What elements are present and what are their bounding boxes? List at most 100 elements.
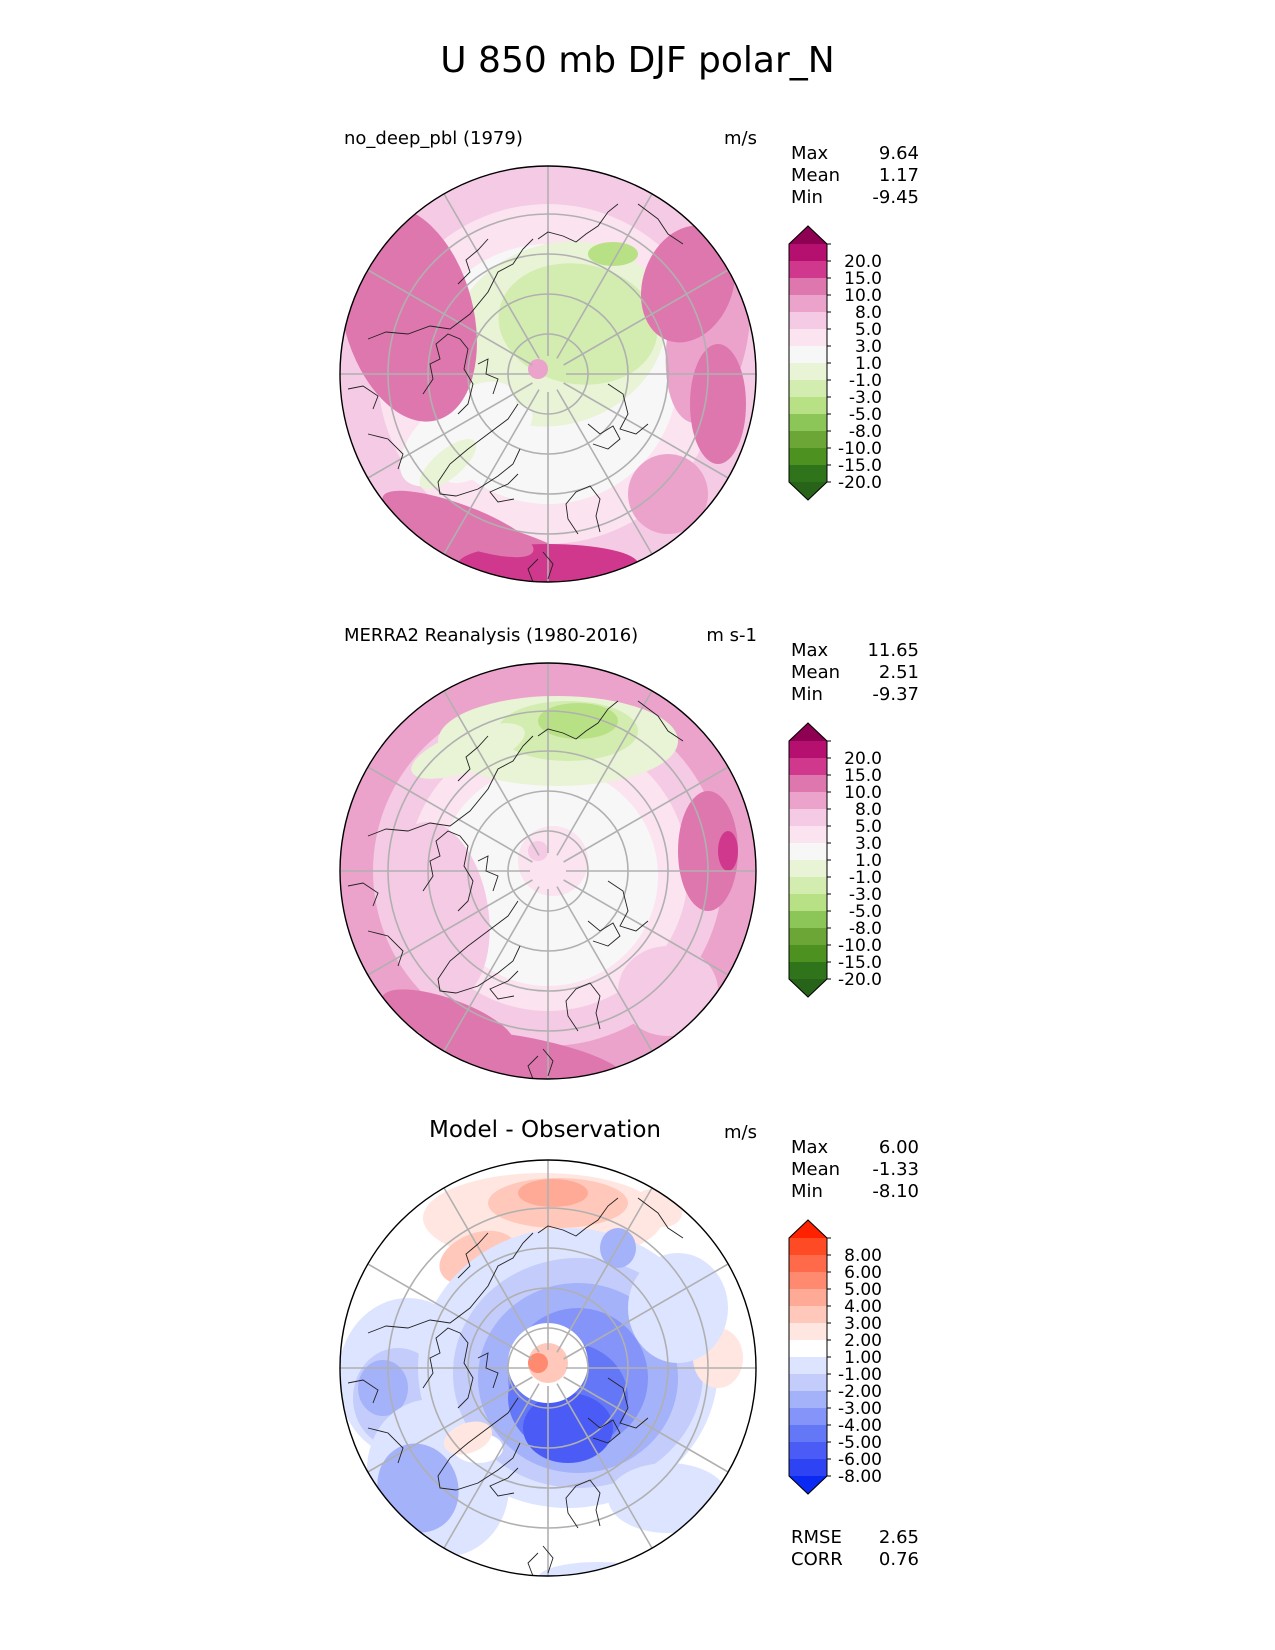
meridian-line bbox=[367, 269, 533, 366]
stat-min-label: Min bbox=[791, 187, 823, 208]
colorbar: 20.015.010.08.05.03.01.0-1.0-3.0-5.0-8.0… bbox=[788, 225, 882, 501]
meridian-line bbox=[443, 690, 540, 856]
colorbar-band bbox=[789, 775, 827, 792]
coastline bbox=[637, 203, 684, 245]
coastline bbox=[347, 1379, 379, 1404]
field-patch bbox=[381, 989, 515, 1053]
colorbar-band bbox=[789, 1374, 827, 1391]
colorbar-body bbox=[789, 723, 827, 997]
colorbar-tick-label: -10.0 bbox=[838, 439, 882, 459]
stats-box: Max 9.64 Mean 1.17 Min -9.45 bbox=[791, 143, 919, 209]
colorbar-tick-label: 3.0 bbox=[855, 834, 882, 854]
coastline bbox=[422, 333, 474, 415]
coastline bbox=[367, 1427, 404, 1464]
colorbar-band bbox=[789, 1238, 827, 1255]
colorbar-tick-label: -5.0 bbox=[849, 405, 882, 425]
coastline bbox=[347, 385, 379, 410]
colorbar-tick-label: 5.0 bbox=[855, 320, 882, 340]
coastline bbox=[565, 485, 601, 535]
map-boundary bbox=[339, 662, 757, 1080]
colorbar-band bbox=[789, 1289, 827, 1306]
meridian-line bbox=[563, 1376, 729, 1473]
meridian-line bbox=[367, 382, 533, 479]
panel-units: m/s bbox=[724, 1122, 757, 1143]
field-patch bbox=[618, 946, 718, 1036]
stat-max-value: 9.64 bbox=[878, 143, 919, 164]
field-patch bbox=[518, 1179, 588, 1207]
field-patch bbox=[377, 1443, 459, 1533]
colorbar-tick-label: 4.00 bbox=[844, 1297, 882, 1317]
colorbar-tick-label: -8.0 bbox=[849, 919, 882, 939]
colorbar-tick-label: 8.0 bbox=[855, 303, 882, 323]
colorbar-tick-label: 1.0 bbox=[855, 354, 882, 374]
colorbar-tick-label: -20.0 bbox=[838, 473, 882, 493]
field-layer bbox=[340, 166, 756, 582]
colorbar-band bbox=[789, 1272, 827, 1289]
stat-mean-label: Mean bbox=[791, 662, 841, 683]
coastline bbox=[637, 1197, 684, 1239]
colorbar-band bbox=[789, 1425, 827, 1442]
field-patch bbox=[628, 1253, 728, 1363]
colorbar-band bbox=[789, 448, 827, 465]
coastline bbox=[565, 1479, 601, 1529]
field-patch bbox=[690, 344, 746, 464]
field-patch bbox=[528, 841, 548, 861]
coastline bbox=[437, 900, 521, 994]
colorbar-band bbox=[789, 758, 827, 775]
colorbar: 20.015.010.08.05.03.01.0-1.0-3.0-5.0-8.0… bbox=[788, 722, 882, 998]
meridian-line bbox=[563, 269, 729, 366]
panel-difference: Model - Observation m/s Max 6.00 Mean -1.3… bbox=[0, 1117, 1275, 1618]
colorbar-tick-label: -15.0 bbox=[838, 953, 882, 973]
polar-map bbox=[339, 165, 757, 583]
colorbar-band bbox=[789, 894, 827, 911]
stat-min-value: -9.45 bbox=[872, 187, 919, 208]
colorbar-tick-label: -5.00 bbox=[838, 1433, 882, 1453]
field-patch bbox=[498, 263, 658, 385]
colorbar-band bbox=[789, 261, 827, 278]
coastline bbox=[477, 1352, 499, 1389]
corr-label: CORR bbox=[791, 1549, 843, 1570]
colorbar-tick-label: -3.0 bbox=[849, 388, 882, 408]
stat-min-value: -8.10 bbox=[872, 1181, 919, 1202]
colorbar-tick-label: -3.0 bbox=[849, 885, 882, 905]
colorbar-tick-label: 20.0 bbox=[844, 749, 882, 769]
colorbar-band bbox=[789, 877, 827, 894]
meridian-line bbox=[556, 1383, 653, 1549]
coastline bbox=[565, 982, 601, 1032]
coastline bbox=[422, 1327, 474, 1409]
polar-map bbox=[339, 1159, 757, 1577]
rmse-label: RMSE bbox=[791, 1527, 842, 1548]
colorbar-band bbox=[789, 397, 827, 414]
colorbar-tick-label: -6.00 bbox=[838, 1450, 882, 1470]
colorbar-tick-label: 15.0 bbox=[844, 766, 882, 786]
colorbar-band bbox=[789, 1306, 827, 1323]
stats-box: Max 6.00 Mean -1.33 Min -8.10 bbox=[791, 1137, 919, 1203]
stat-min-value: -9.37 bbox=[872, 684, 919, 705]
colorbar-band bbox=[789, 945, 827, 962]
colorbar-tick-label: -8.00 bbox=[838, 1467, 882, 1487]
coastline bbox=[607, 383, 649, 435]
colorbar-tick-label: 10.0 bbox=[844, 783, 882, 803]
panel-observation: MERRA2 Reanalysis (1980-2016) m s-1 Max 1… bbox=[0, 621, 1275, 1121]
colorbar-band bbox=[789, 1391, 827, 1408]
coastline bbox=[457, 1232, 489, 1279]
field-layer bbox=[340, 663, 756, 1079]
colorbar-tick-label: 8.00 bbox=[844, 1246, 882, 1266]
colorbar-tick-label: -4.00 bbox=[838, 1416, 882, 1436]
meridian-line bbox=[556, 1187, 653, 1353]
colorbar-extend-top bbox=[789, 1220, 827, 1238]
colorbar-band bbox=[789, 312, 827, 329]
meridian-line bbox=[443, 886, 540, 1052]
panel-model: no_deep_pbl (1979) m/s Max 9.64 Mean 1.17 … bbox=[0, 124, 1275, 624]
colorbar-tick-label: -5.0 bbox=[849, 902, 882, 922]
colorbar-band bbox=[789, 792, 827, 809]
coastline bbox=[367, 433, 404, 470]
colorbar-tick-label: -15.0 bbox=[838, 456, 882, 476]
panel-title: MERRA2 Reanalysis (1980-2016) bbox=[344, 625, 639, 646]
stat-min-label: Min bbox=[791, 684, 823, 705]
stat-mean-value: -1.33 bbox=[872, 1159, 919, 1180]
stat-max-value: 6.00 bbox=[878, 1137, 919, 1158]
stat-mean-value: 2.51 bbox=[878, 662, 919, 683]
map-boundary bbox=[339, 165, 757, 583]
coastline bbox=[347, 882, 379, 907]
